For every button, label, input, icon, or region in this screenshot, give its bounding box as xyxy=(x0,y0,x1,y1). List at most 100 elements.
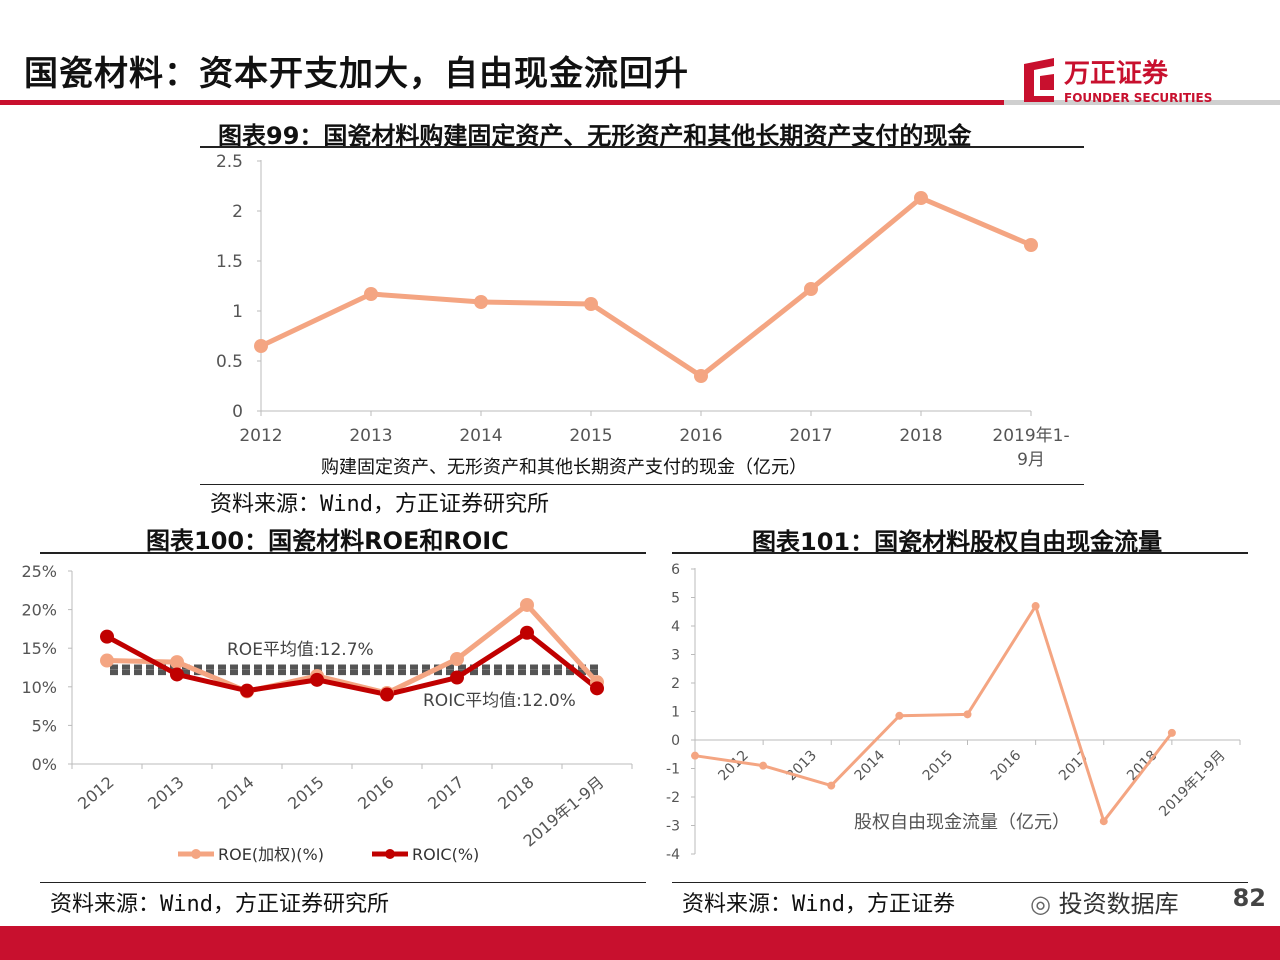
figure101-top-rule xyxy=(672,552,1248,554)
figure99-x-tick-label: 2019年1-9月 xyxy=(992,426,1069,470)
figure99-y-tick-label: 1.5 xyxy=(216,252,243,272)
figure100-chart: 0% 5% 10% 15% 20% 25% 2012 2013 2014 2015 2016 201… xyxy=(21,562,633,864)
figure101-x-tick-label: 2013 xyxy=(784,748,821,785)
roe-series-line xyxy=(106,602,599,696)
figure99-x-tick-label: 2018 xyxy=(899,426,942,446)
figure99-top-rule xyxy=(200,146,1084,148)
figure99-data-point xyxy=(254,339,268,353)
roe-average-label: ROE平均值:12.7% xyxy=(227,640,374,660)
figure100-x-tick-label: 2016 xyxy=(354,773,397,814)
figure99-data-point xyxy=(584,297,598,311)
figure99-y-tick-label: 2 xyxy=(232,202,243,222)
title-rule-gray xyxy=(1004,100,1280,105)
logo-en: FOUNDER SECURITIES xyxy=(1064,91,1212,105)
figure101-data-point xyxy=(963,710,972,719)
figure101-x-tick-label: 2015 xyxy=(920,748,957,785)
figure100-bottom-rule xyxy=(40,882,646,883)
roe-data-point xyxy=(170,655,184,670)
roic-data-point xyxy=(310,672,324,687)
figure100-y-tick-label: 5% xyxy=(32,716,57,735)
figure100-title: 图表100：国瓷材料ROE和ROIC xyxy=(146,527,509,555)
figure101-x-tick-label: 2012 xyxy=(715,748,752,785)
figure99-data-point xyxy=(364,287,378,301)
figure100-x-tick-label: 2013 xyxy=(144,773,187,814)
roic-data-point xyxy=(450,670,464,685)
figure101-data-point xyxy=(691,751,699,760)
figure99-data-point xyxy=(474,295,488,309)
roe-legend-label: ROE(加权)(%) xyxy=(218,845,324,864)
figure101-source: 资料来源：Wind，方正证券 xyxy=(682,892,955,917)
figure100-y-tick-label: 25% xyxy=(21,562,57,581)
figure100-y-tick-label: 15% xyxy=(21,639,57,658)
roic-average-label: ROIC平均值:12.0% xyxy=(423,691,576,711)
figure101-y-tick-label: 6 xyxy=(671,562,680,578)
figure99-x-tick-label: 2017 xyxy=(789,426,832,446)
roe-data-point xyxy=(100,653,114,668)
figure101-data-point xyxy=(759,761,768,770)
founder-logo: 万正证券 FOUNDER SECURITIES xyxy=(1024,58,1212,105)
roe-data-point xyxy=(520,597,534,612)
figure101-y-tick-label: -2 xyxy=(666,790,680,806)
figure101-y-tick-label: 4 xyxy=(671,619,680,635)
figure100-x-tick-label: 2017 xyxy=(424,773,467,814)
figure99-data-point xyxy=(1024,238,1038,252)
figure101-y-tick-label: 0 xyxy=(671,733,680,749)
figure101-bottom-rule xyxy=(672,882,1248,883)
figure101-y-tick-label: 5 xyxy=(671,591,680,607)
figure101-x-tick-label: 2019年1-9月 xyxy=(1156,748,1228,820)
figure99-y-tick-label: 0 xyxy=(232,402,243,422)
figure100-top-rule xyxy=(40,552,646,554)
figure101-series-line xyxy=(694,604,1174,823)
figure101-data-point xyxy=(1167,728,1176,737)
figure99-x-tick-label: 2016 xyxy=(679,426,722,446)
figure100-x-tick-label: 2014 xyxy=(214,773,257,814)
roic-data-point xyxy=(590,681,604,696)
figure100-source: 资料来源：Wind，方正证券研究所 xyxy=(50,892,389,917)
figure101-data-point xyxy=(1099,817,1108,826)
figure99-y-tick-label: 0.5 xyxy=(216,352,243,372)
figure100-y-tick-label: 20% xyxy=(21,601,57,620)
roic-data-point xyxy=(380,687,394,702)
roic-series-line xyxy=(105,630,599,698)
figure100-x-tick-label: 2012 xyxy=(74,773,117,814)
roic-data-point xyxy=(170,667,184,682)
footer-band xyxy=(0,926,1280,960)
figure99-series-line xyxy=(259,195,1032,379)
page-title: 国瓷材料：资本开支加大，自由现金流回升 xyxy=(24,54,689,94)
figure99-bottom-rule xyxy=(200,484,1084,485)
figure99-y-tick-label: 1 xyxy=(232,302,243,322)
figure100-y-tick-label: 0% xyxy=(32,755,57,774)
title-rule xyxy=(0,100,1004,105)
figure99-data-point xyxy=(804,282,818,296)
figure100-x-tick-label: 2018 xyxy=(494,773,537,814)
figure101-x-tick-label: 2014 xyxy=(852,747,889,784)
figure99-legend: 购建固定资产、无形资产和其他长期资产支付的现金（亿元） xyxy=(321,457,807,478)
figure101-y-tick-label: -3 xyxy=(666,819,680,835)
figure99-x-tick-label: 2014 xyxy=(459,426,502,446)
page-number: 82 xyxy=(1232,884,1266,912)
figure101-y-tick-label: 2 xyxy=(671,676,680,692)
roe-data-point xyxy=(450,652,464,667)
logo-mark-icon xyxy=(1024,58,1054,102)
figure101-data-point xyxy=(827,781,836,790)
figure99-x-tick-label: 2012 xyxy=(239,426,282,446)
roic-data-point xyxy=(240,683,254,698)
figure99-source: 资料来源：Wind，方正证券研究所 xyxy=(210,492,549,517)
logo-cn: 万正证券 xyxy=(1064,59,1169,89)
watermark: ◎ 投资数据库 xyxy=(1030,890,1179,918)
figure99-data-point xyxy=(914,191,928,205)
figure100-y-tick-label: 10% xyxy=(21,678,57,697)
roic-legend-label: ROIC(%) xyxy=(412,845,479,864)
figure101-y-tick-label: 3 xyxy=(671,648,680,664)
figure99-x-tick-label: 2015 xyxy=(569,426,612,446)
figure99-title: 图表99：国瓷材料购建固定资产、无形资产和其他长期资产支付的现金 xyxy=(218,122,972,150)
figure101-title: 图表101：国瓷材料股权自由现金流量 xyxy=(752,528,1163,556)
figure101-data-point xyxy=(895,711,904,720)
figure99-x-tick-label: 2013 xyxy=(349,426,392,446)
figure99-y-tick-label: 2.5 xyxy=(216,152,243,172)
figure101-data-point xyxy=(1031,602,1040,611)
figure101-y-tick-label: -1 xyxy=(666,762,680,778)
figure100-x-tick-label: 2015 xyxy=(284,773,327,814)
figure99-data-point xyxy=(694,369,708,383)
